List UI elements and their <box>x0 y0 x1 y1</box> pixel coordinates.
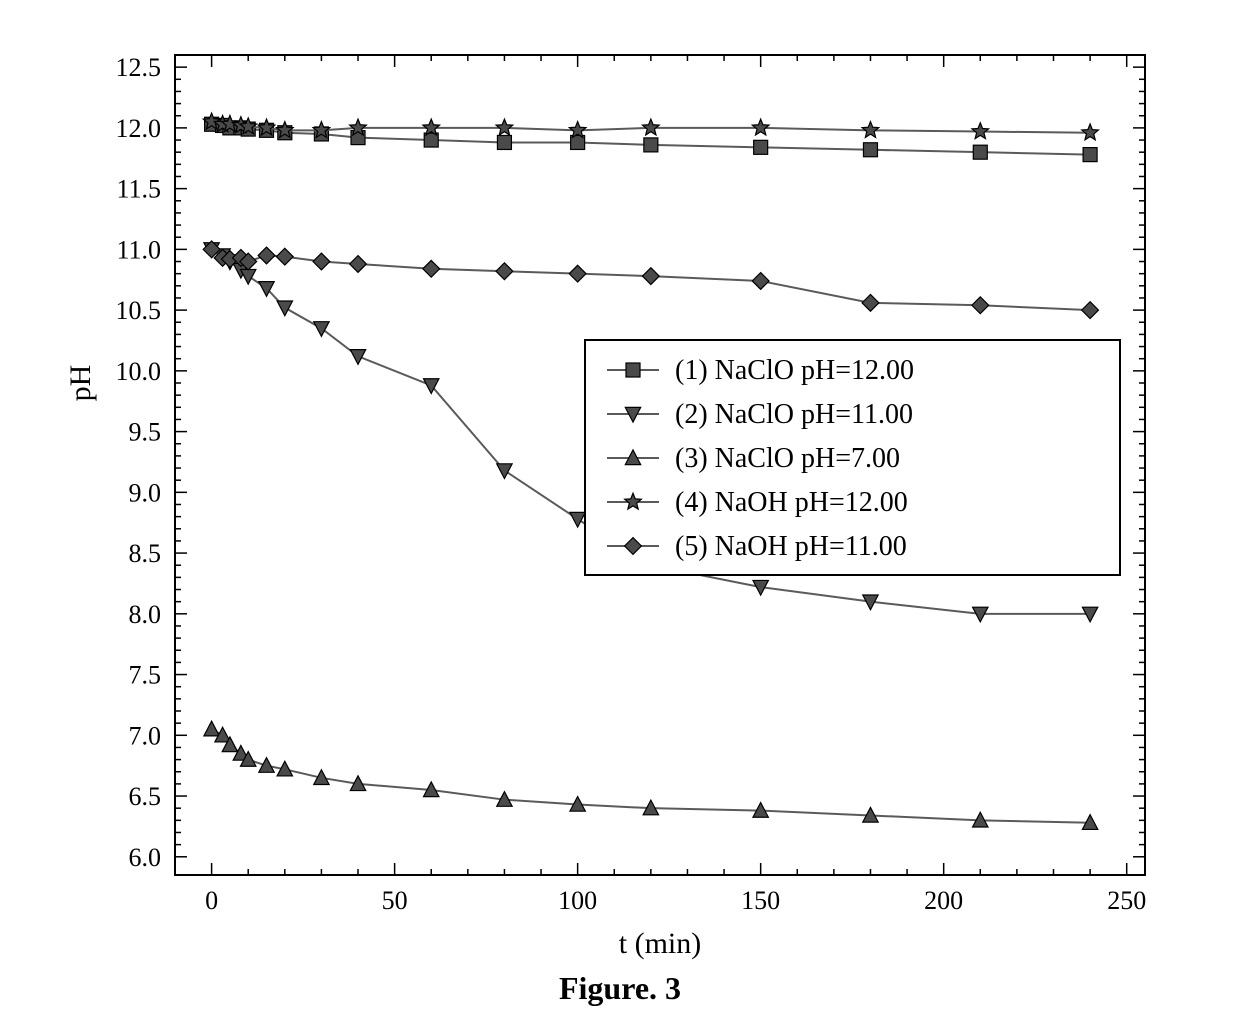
legend-label-s4: (4) NaOH pH=12.00 <box>675 487 908 518</box>
svg-text:10.0: 10.0 <box>116 357 162 386</box>
svg-text:9.5: 9.5 <box>129 418 162 447</box>
svg-text:7.5: 7.5 <box>129 661 162 690</box>
svg-text:t (min): t (min) <box>619 927 702 960</box>
svg-text:100: 100 <box>558 886 597 915</box>
svg-text:9.0: 9.0 <box>129 478 162 507</box>
legend-label-s2: (2) NaClO pH=11.00 <box>675 399 913 430</box>
svg-text:250: 250 <box>1107 886 1146 915</box>
legend-label-s1: (1) NaClO pH=12.00 <box>675 355 914 386</box>
svg-text:11.5: 11.5 <box>116 175 161 204</box>
svg-text:pH: pH <box>64 365 97 402</box>
legend: (1) NaClO pH=12.00 (2) NaClO pH=11.00 (3) … <box>585 340 1120 575</box>
svg-text:12.0: 12.0 <box>116 114 162 143</box>
svg-text:150: 150 <box>741 886 780 915</box>
svg-text:0: 0 <box>205 886 218 915</box>
legend-label-s5: (5) NaOH pH=11.00 <box>675 531 907 562</box>
figure-container: 0 50 100 150 200 250 t (min) 6.0 6.5 7.0 7.5 8.0 8.5… <box>0 0 1240 1033</box>
svg-text:12.5: 12.5 <box>116 53 162 82</box>
svg-text:10.5: 10.5 <box>116 296 162 325</box>
svg-text:11.0: 11.0 <box>116 235 161 264</box>
legend-label-s3: (3) NaClO pH=7.00 <box>675 443 900 474</box>
svg-text:8.0: 8.0 <box>129 600 162 629</box>
svg-text:6.5: 6.5 <box>129 782 162 811</box>
svg-text:50: 50 <box>382 886 408 915</box>
ph-vs-time-chart: 0 50 100 150 200 250 t (min) 6.0 6.5 7.0 7.5 8.0 8.5… <box>0 0 1240 1033</box>
svg-text:6.0: 6.0 <box>129 843 162 872</box>
figure-caption: Figure. 3 <box>0 970 1240 1007</box>
svg-text:200: 200 <box>924 886 963 915</box>
svg-text:7.0: 7.0 <box>129 721 162 750</box>
svg-text:8.5: 8.5 <box>129 539 162 568</box>
